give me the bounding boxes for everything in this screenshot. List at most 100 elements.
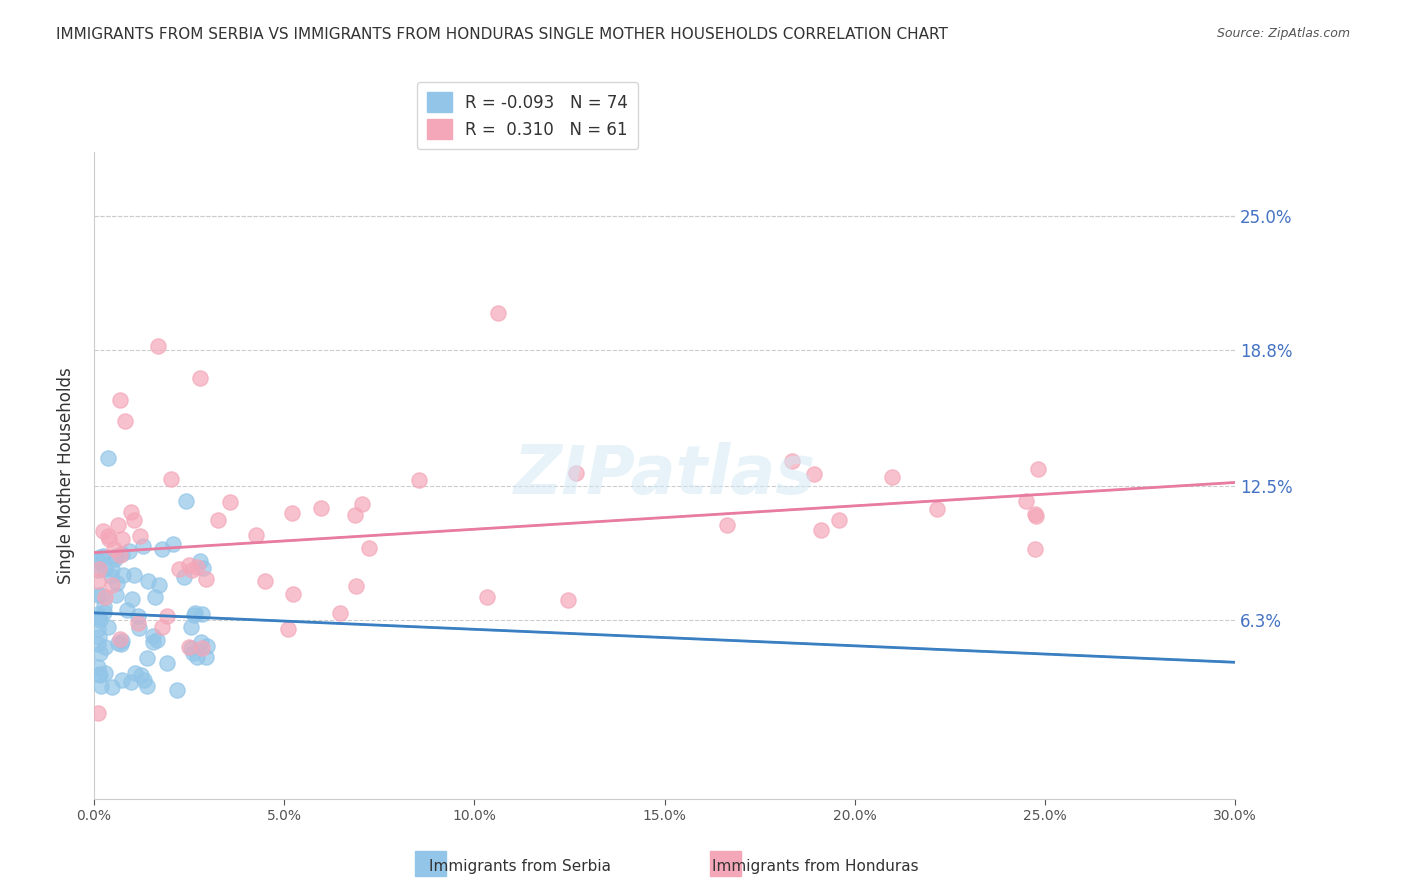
Point [166, 683, 188, 698]
Point [97, 529, 120, 543]
Point [191, 607, 214, 621]
Point [121, 592, 143, 607]
Point [93, 605, 115, 619]
Point [87, 574, 110, 588]
Point [188, 554, 211, 568]
Bar [710, 851, 741, 876]
Point [150, 620, 173, 634]
Point [107, 636, 129, 650]
Point [408, 473, 430, 487]
Text: ZIPatlas: ZIPatlas [513, 442, 815, 508]
Point [181, 646, 204, 660]
Point [94, 666, 117, 681]
Point [87, 589, 110, 603]
Point [93, 599, 115, 614]
Point [343, 508, 366, 522]
Point [118, 543, 141, 558]
Point [193, 560, 215, 574]
Point [880, 470, 903, 484]
Point [136, 679, 159, 693]
Point [142, 629, 165, 643]
Text: Source: ZipAtlas.com: Source: ZipAtlas.com [1216, 27, 1350, 40]
Point [91, 549, 114, 564]
Point [134, 673, 156, 687]
Point [122, 513, 145, 527]
Bar [415, 851, 446, 876]
Point [111, 634, 134, 648]
Point [1025, 509, 1047, 524]
Point [143, 590, 166, 604]
Point [190, 640, 212, 655]
Point [87, 609, 110, 624]
Point [127, 616, 149, 631]
Point [350, 497, 373, 511]
Point [94, 562, 117, 576]
Point [87, 554, 110, 568]
Point [87, 607, 110, 622]
Text: Immigrants from Honduras: Immigrants from Honduras [713, 859, 918, 874]
Point [105, 549, 128, 563]
Point [177, 558, 200, 572]
Y-axis label: Single Mother Households: Single Mother Households [58, 367, 75, 583]
Point [97, 619, 120, 633]
Text: Immigrants from Serbia: Immigrants from Serbia [429, 859, 612, 874]
Point [780, 454, 803, 468]
Point [186, 560, 208, 574]
Point [254, 574, 277, 588]
Point [1024, 507, 1046, 521]
Point [101, 578, 124, 592]
Point [716, 517, 738, 532]
Point [122, 567, 145, 582]
Point [194, 572, 217, 586]
Point [135, 650, 157, 665]
Point [145, 633, 167, 648]
Point [207, 513, 229, 527]
Point [277, 622, 299, 636]
Point [557, 592, 579, 607]
Point [87, 630, 110, 644]
Point [486, 306, 509, 320]
Point [828, 513, 851, 527]
Point [124, 666, 146, 681]
Point [131, 539, 153, 553]
Point [167, 561, 190, 575]
Point [100, 562, 122, 576]
Point [87, 622, 110, 636]
Point [188, 371, 211, 385]
Point [1026, 462, 1049, 476]
Point [150, 541, 173, 556]
Point [115, 602, 138, 616]
Point [110, 632, 132, 646]
Text: IMMIGRANTS FROM SERBIA VS IMMIGRANTS FROM HONDURAS SINGLE MOTHER HOUSEHOLDS CORR: IMMIGRANTS FROM SERBIA VS IMMIGRANTS FRO… [56, 27, 948, 42]
Point [120, 505, 142, 519]
Point [180, 641, 202, 656]
Point [89, 550, 111, 565]
Point [111, 547, 134, 561]
Point [108, 548, 131, 562]
Point [346, 579, 368, 593]
Point [146, 339, 169, 353]
Point [475, 590, 498, 604]
Point [329, 606, 352, 620]
Point [87, 706, 110, 720]
Point [111, 532, 134, 546]
Point [87, 666, 110, 681]
Point [184, 606, 207, 620]
Point [148, 578, 170, 592]
Point [87, 637, 110, 651]
Point [91, 524, 114, 539]
Point [94, 640, 117, 655]
Point [186, 649, 208, 664]
Point [810, 523, 832, 537]
Point [1015, 493, 1038, 508]
Point [565, 466, 588, 480]
Point [281, 506, 304, 520]
Point [142, 635, 165, 649]
Point [190, 635, 212, 649]
Legend: R = -0.093   N = 74, R =  0.310   N = 61: R = -0.093 N = 74, R = 0.310 N = 61 [418, 82, 638, 150]
Point [180, 619, 202, 633]
Point [156, 656, 179, 670]
Point [111, 567, 134, 582]
Point [179, 640, 201, 654]
Point [183, 608, 205, 623]
